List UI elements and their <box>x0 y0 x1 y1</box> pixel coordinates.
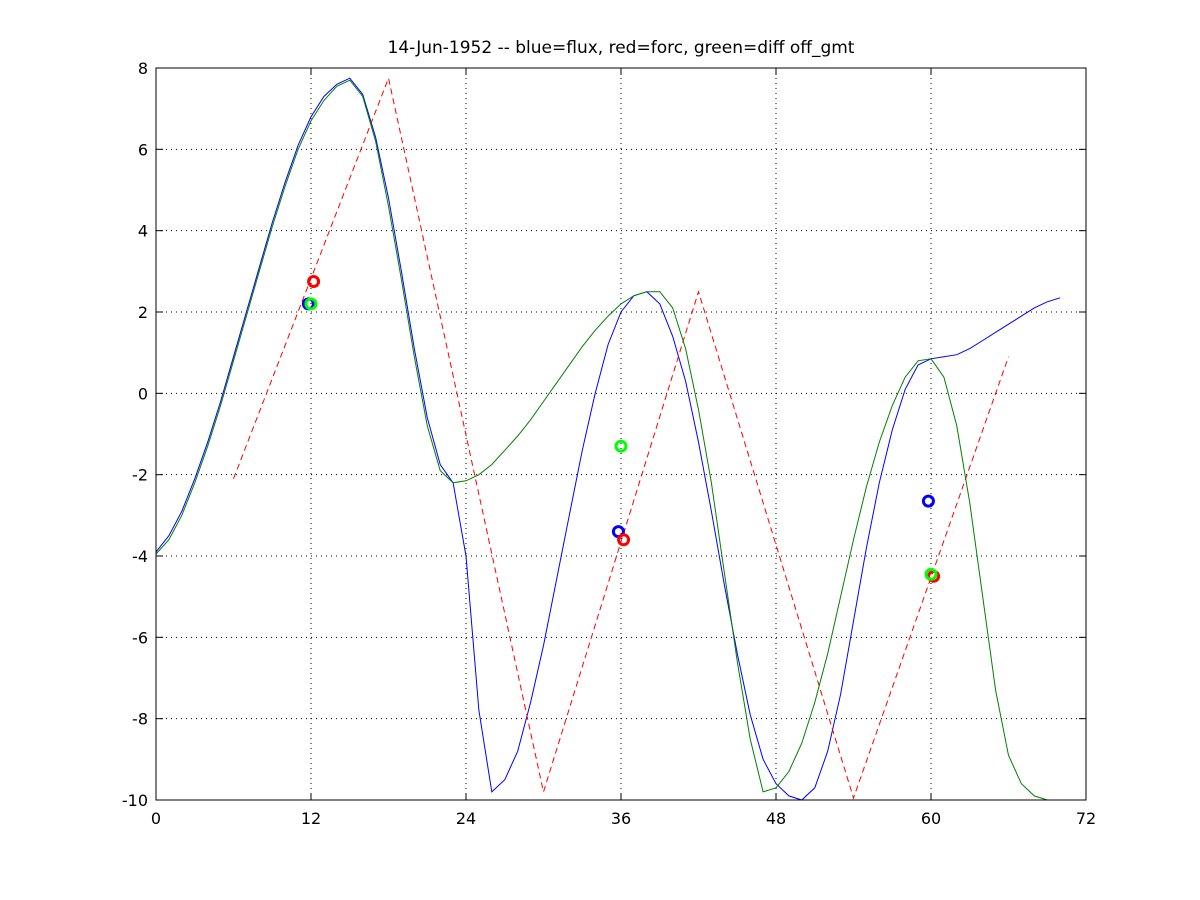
series-line-3 <box>155 79 1048 801</box>
series-line-1 <box>155 77 1061 801</box>
x-tick-label: 24 <box>456 809 476 828</box>
x-tick-label: 48 <box>766 809 786 828</box>
data-marker <box>924 567 938 581</box>
data-marker <box>304 297 318 311</box>
grid-layer <box>156 68 1086 800</box>
chart-title: 14-Jun-1952 -- blue=flux, red=forc, gree… <box>388 38 855 58</box>
data-marker <box>614 439 628 453</box>
y-tick-label: -10 <box>122 791 148 810</box>
series-layer <box>155 76 1061 801</box>
y-tick-label: 0 <box>138 384 148 403</box>
y-tick-label: -2 <box>132 466 148 485</box>
y-tick-label: -4 <box>132 547 148 566</box>
y-tick-label: 8 <box>138 59 148 78</box>
y-tick-label: 4 <box>138 222 148 241</box>
data-marker <box>617 533 631 547</box>
x-tick-label: 36 <box>611 809 631 828</box>
y-tick-label: 6 <box>138 140 148 159</box>
x-tick-label: 60 <box>921 809 941 828</box>
y-tick-label: -6 <box>132 628 148 647</box>
x-tick-label: 12 <box>301 809 321 828</box>
x-tick-label: 72 <box>1076 809 1096 828</box>
data-marker <box>921 494 935 508</box>
x-tick-label: 0 <box>151 809 161 828</box>
data-marker <box>307 275 321 288</box>
marker-layer <box>301 275 941 583</box>
series-line-2 <box>233 76 1009 800</box>
y-tick-label: 2 <box>138 303 148 322</box>
y-tick-label: -8 <box>132 710 148 729</box>
